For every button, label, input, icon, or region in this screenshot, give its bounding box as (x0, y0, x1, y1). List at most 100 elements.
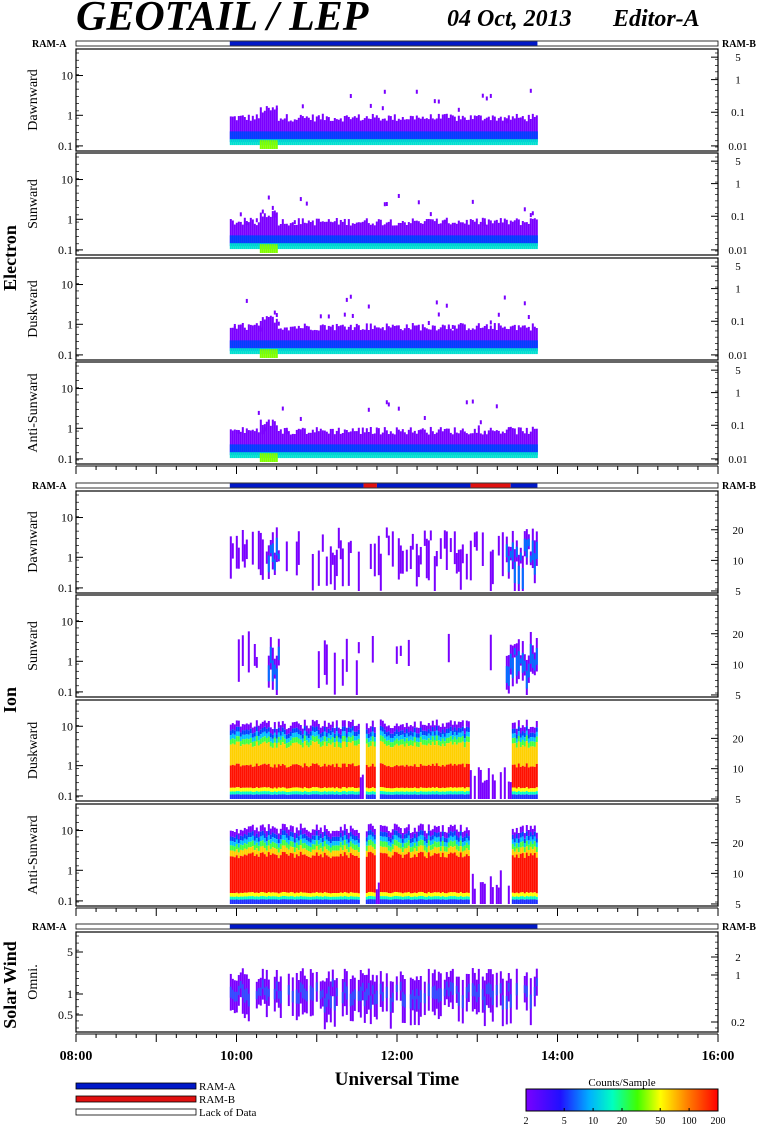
spectrogram-cell (263, 131, 266, 143)
spectrogram-cell (435, 118, 438, 140)
spectrogram-cell (529, 218, 532, 244)
spectrogram-cell (379, 831, 382, 837)
spectrogram-cell (245, 222, 248, 244)
group-label-electron: Electron (0, 225, 20, 291)
spectrogram-cell (529, 555, 532, 563)
spectrogram-cell (323, 720, 326, 727)
spectrogram-cell (525, 791, 528, 795)
spectrogram-cell (299, 725, 302, 731)
spectrogram-cell (269, 340, 272, 352)
spectrogram-cell (511, 657, 514, 679)
spectrogram-cell (407, 830, 410, 836)
spectrogram-cell (255, 735, 258, 742)
spectrogram-cell (471, 235, 474, 247)
spectrogram-cell (527, 840, 530, 845)
spectrogram-cell (393, 823, 396, 831)
spectrogram-cell (339, 794, 342, 799)
spectrogram-cell (397, 538, 400, 580)
spectrogram-cell (413, 791, 416, 795)
spectrogram-cell (257, 340, 260, 352)
spectrogram-cell (423, 735, 426, 740)
spectrogram-cell (459, 139, 462, 146)
spectrogram-cell (247, 452, 250, 459)
spectrogram-cell (325, 829, 328, 836)
spectrogram-cell (495, 235, 498, 247)
spectrogram-cell (411, 243, 414, 250)
spectrogram-cell (283, 824, 286, 831)
spectrogram-cell (417, 836, 420, 842)
spectrogram-cell (433, 836, 436, 842)
spectrogram-cell (527, 734, 530, 739)
spectrogram-cell (467, 721, 470, 728)
spectrogram-cell (345, 855, 348, 893)
spectrogram-cell (441, 892, 444, 897)
spectrogram-cell (431, 731, 434, 737)
spectrogram-cell (425, 328, 428, 349)
spectrogram-cell (325, 329, 328, 349)
spectrogram-cell (449, 452, 452, 459)
spectrogram-cell (283, 744, 286, 766)
spectrogram-cell (313, 329, 316, 349)
spectrogram-cell (489, 120, 492, 140)
spectrogram-cell (255, 827, 258, 834)
spectrogram-cell (373, 732, 376, 738)
spectrogram-cell (339, 340, 342, 352)
spectrogram-cell (283, 892, 286, 897)
spectrogram-cell (301, 767, 304, 789)
spectrogram-cell (471, 139, 474, 146)
spectrogram-cell (427, 723, 430, 730)
spectrogram-cell (391, 433, 394, 453)
spectrogram-cell (287, 855, 290, 893)
spectrogram-cell (313, 121, 316, 140)
spectrogram-cell (429, 740, 432, 746)
spectrogram-cell (411, 766, 414, 789)
spectrogram-cell (535, 131, 538, 143)
spectrogram-cell (495, 131, 498, 143)
spectrogram-cell (249, 348, 252, 355)
spectrogram-cell (347, 847, 350, 853)
left-tick-label: 0.1 (58, 685, 73, 699)
spectrogram-cell (267, 830, 270, 836)
spectrogram-cell (493, 243, 496, 250)
spectrogram-cell (457, 742, 460, 765)
spectrogram-cell (271, 899, 274, 904)
spectrogram-cell (429, 348, 432, 355)
spectrogram-cell (445, 531, 448, 570)
spectrogram-cell (333, 747, 336, 768)
spectrogram-cell (273, 140, 276, 149)
spectrogram-cell (425, 838, 428, 844)
spectrogram-cell (441, 840, 444, 847)
spectrogram-cell (295, 444, 298, 456)
spectrogram-cell (517, 787, 520, 792)
spectrogram-cell (455, 896, 458, 900)
spectrogram-cell (229, 744, 232, 766)
spectrogram-cell (259, 987, 262, 996)
spectrogram-cell (435, 791, 438, 795)
spectrogram-cell (535, 328, 538, 349)
spectrogram-cell (383, 131, 386, 143)
spectrogram-cell (267, 742, 270, 764)
spectrogram-cell (535, 842, 538, 848)
spectrogram-cell (367, 444, 370, 456)
spectrogram-cell (233, 896, 236, 900)
spectrogram-cell (421, 794, 424, 799)
spectrogram-cell (437, 791, 440, 795)
spectrogram-cell (281, 763, 284, 788)
right-tick-label: 0.2 (731, 1017, 745, 1029)
spectrogram-cell (443, 243, 446, 250)
spectrogram-cell (311, 719, 314, 727)
spectrogram-cell (281, 139, 284, 146)
spectrogram-cell (295, 243, 298, 250)
spectrogram-cell (291, 348, 294, 355)
spectrogram-cell (433, 725, 436, 732)
spectrogram-cell (259, 729, 262, 735)
spectrogram-cell (427, 852, 430, 893)
spectrogram-cell (295, 787, 298, 792)
spectrogram-cell (391, 444, 394, 456)
spectrogram-cell (233, 724, 236, 731)
spectrogram-cell (285, 833, 288, 838)
spectrogram-cell (425, 893, 428, 897)
spectrogram-cell (263, 235, 266, 247)
spectrogram-cell (389, 139, 392, 146)
spectrogram-cell (327, 235, 330, 247)
